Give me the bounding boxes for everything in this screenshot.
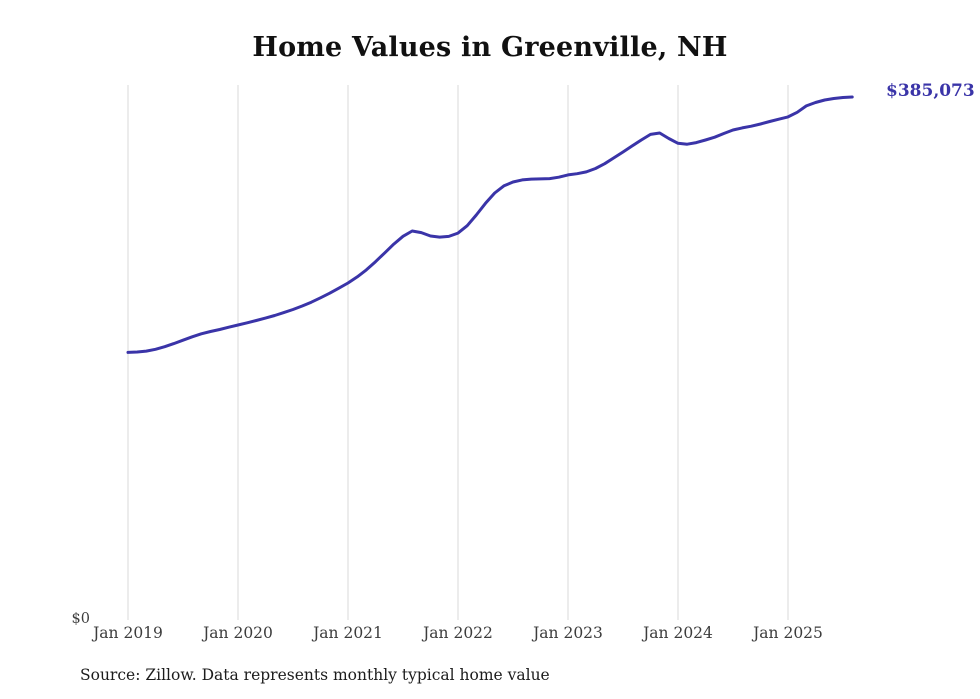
x-tick-jan-2023: Jan 2023 [533,624,603,642]
x-tick-jan-2020: Jan 2020 [203,624,273,642]
x-tick-jan-2024: Jan 2024 [643,624,713,642]
x-tick-jan-2025: Jan 2025 [753,624,823,642]
series-end-value-label: $385,073 [886,81,975,101]
chart-title: Home Values in Greenville, NH [252,32,728,63]
x-tick-jan-2021: Jan 2021 [313,624,383,642]
source-note: Source: Zillow. Data represents monthly … [80,666,550,684]
x-tick-jan-2019: Jan 2019 [93,624,163,642]
x-tick-jan-2022: Jan 2022 [423,624,493,642]
y-axis-zero-label: $0 [71,611,90,627]
home-value-series-line [126,95,854,354]
